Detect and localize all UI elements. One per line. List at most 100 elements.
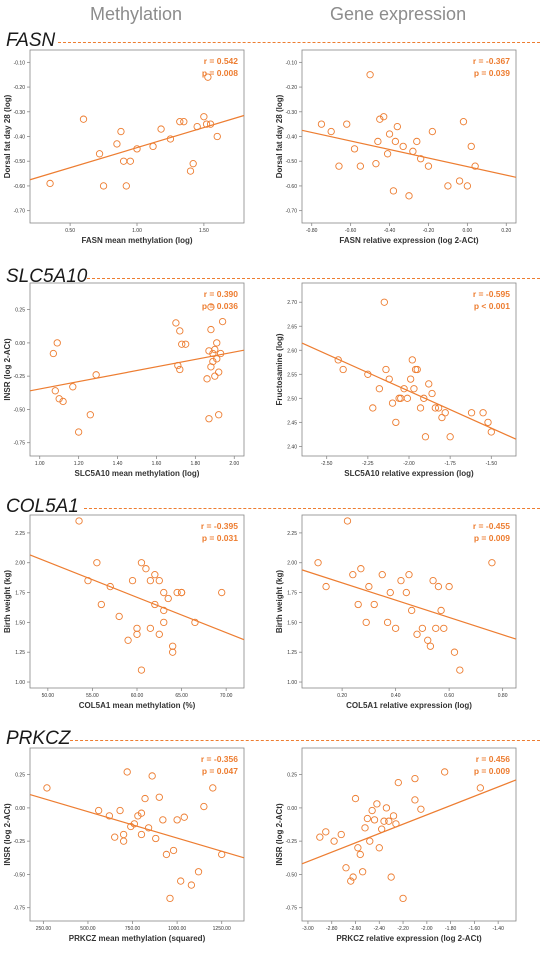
data-point <box>128 576 137 585</box>
y-tick-label: 1.75 <box>287 591 297 597</box>
data-point <box>373 800 381 808</box>
y-tick-label: 0.00 <box>15 806 25 812</box>
plot-area-frame <box>301 514 517 689</box>
x-tick-label: -1.75 <box>444 461 456 467</box>
data-point <box>354 844 362 852</box>
y-axis-label: Fructosamine (log) <box>275 333 284 405</box>
y-axis-label: INSR (log 2-ACt) <box>3 338 12 401</box>
data-point <box>413 137 421 146</box>
data-point <box>172 319 180 327</box>
data-point <box>459 118 468 126</box>
data-point <box>431 404 439 412</box>
y-tick-label: 0.00 <box>15 341 25 347</box>
data-point <box>391 624 400 632</box>
x-tick-label: 1.50 <box>199 228 209 234</box>
gene-title-prkcz: PRKCZ <box>6 728 71 749</box>
data-point <box>356 850 364 859</box>
gene-title-fasn: FASN <box>6 30 56 51</box>
data-point <box>445 582 453 591</box>
y-axis-label: Dorsal fat day 28 (log) <box>275 94 284 178</box>
data-point <box>399 142 407 151</box>
data-point <box>53 339 61 347</box>
x-tick-label: 1.80 <box>190 461 200 467</box>
data-point <box>428 127 436 136</box>
y-tick-label: -0.60 <box>14 184 26 190</box>
data-point <box>142 565 150 573</box>
data-point <box>181 340 190 348</box>
y-tick-label: -0.75 <box>14 906 26 912</box>
data-point <box>146 576 155 585</box>
correlation-r: r = -0.455 <box>473 521 510 531</box>
regression-line <box>29 349 245 392</box>
data-point <box>361 824 369 832</box>
data-point <box>141 794 149 803</box>
y-tick-label: 1.50 <box>287 620 297 626</box>
x-tick-label: 65.00 <box>175 693 188 699</box>
correlation-r: r = 0.542 <box>204 56 239 66</box>
data-point <box>113 140 121 148</box>
data-point <box>387 873 395 881</box>
correlation-p: p = 0.009 <box>474 533 510 543</box>
x-tick-label: 500.00 <box>80 926 96 932</box>
data-point <box>380 817 388 825</box>
data-point <box>46 179 54 188</box>
data-point <box>428 389 436 398</box>
data-point <box>205 415 213 423</box>
data-point <box>148 772 156 780</box>
data-point <box>105 812 114 820</box>
x-tick-label: 1.00 <box>35 461 45 467</box>
data-point <box>93 559 101 567</box>
data-point <box>378 571 386 579</box>
data-point <box>189 160 197 168</box>
y-tick-label: -0.10 <box>286 60 298 66</box>
data-point <box>322 828 330 836</box>
data-point <box>369 404 377 412</box>
data-point <box>368 806 376 815</box>
data-point <box>364 370 372 378</box>
data-point <box>194 868 203 876</box>
column-header-methylation: Methylation <box>90 4 183 24</box>
data-point <box>471 162 479 170</box>
data-point <box>152 834 160 843</box>
y-tick-label: -0.40 <box>14 135 26 141</box>
data-point <box>437 606 445 615</box>
y-tick-label: -0.10 <box>14 60 26 66</box>
data-point <box>421 433 430 441</box>
data-point <box>317 120 326 128</box>
y-tick-label: -0.25 <box>14 374 26 380</box>
x-tick-label: 1.40 <box>113 461 123 467</box>
data-point <box>411 774 419 783</box>
x-tick-label: -2.50 <box>321 461 333 467</box>
y-tick-label: 2.25 <box>287 531 297 537</box>
data-point <box>375 844 383 852</box>
data-point <box>174 361 182 370</box>
data-point <box>316 833 324 841</box>
data-point <box>388 399 397 407</box>
data-point <box>335 162 343 170</box>
gene-title-slc5a10: SLC5A10 <box>6 266 88 287</box>
data-point <box>420 394 428 402</box>
x-tick-label: -2.00 <box>421 926 433 932</box>
data-point <box>149 142 157 151</box>
data-point <box>380 113 388 121</box>
y-tick-label: 0.25 <box>15 308 25 314</box>
x-tick-label: 1.00 <box>132 228 142 234</box>
x-tick-label: 50.00 <box>42 693 55 699</box>
data-point <box>176 118 184 126</box>
x-tick-label: -2.20 <box>397 926 409 932</box>
data-point <box>157 125 165 133</box>
y-tick-label: -0.50 <box>14 407 26 413</box>
correlation-p: p = 0.047 <box>202 766 238 776</box>
data-point <box>159 816 167 824</box>
x-tick-label: -2.60 <box>350 926 362 932</box>
x-tick-label: -1.50 <box>486 461 498 467</box>
data-point <box>406 375 415 383</box>
data-point <box>133 145 141 153</box>
data-point <box>218 588 226 597</box>
y-axis-label: Dorsal fat day 28 (log) <box>3 94 12 178</box>
data-point <box>476 784 484 792</box>
data-point <box>394 778 402 787</box>
correlation-p: p = 0.039 <box>474 68 510 78</box>
data-point <box>441 409 449 417</box>
